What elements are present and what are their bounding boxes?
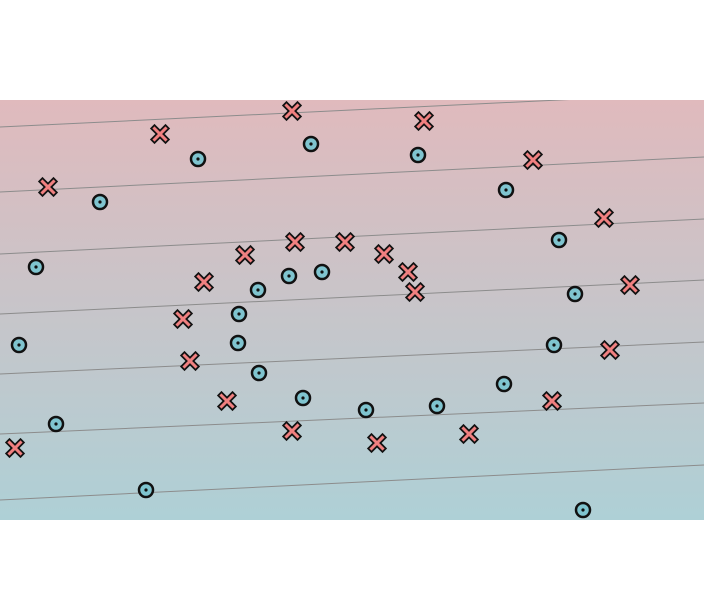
cross-marker <box>397 261 419 283</box>
circle-marker <box>250 364 268 382</box>
cross-marker <box>619 274 641 296</box>
circle-marker <box>229 334 247 352</box>
circle-marker <box>495 375 513 393</box>
cross-marker <box>4 437 26 459</box>
circle-marker <box>566 285 584 303</box>
circle-marker <box>302 135 320 153</box>
cross-marker <box>284 231 306 253</box>
cross-marker <box>334 231 356 253</box>
circle-marker <box>550 231 568 249</box>
cross-marker <box>281 100 303 122</box>
circle-marker <box>249 281 267 299</box>
circle-marker <box>189 150 207 168</box>
circle-marker <box>230 305 248 323</box>
circle-marker <box>313 263 331 281</box>
circle-marker <box>47 415 65 433</box>
circle-marker <box>357 401 375 419</box>
cross-marker <box>458 423 480 445</box>
cross-marker <box>193 271 215 293</box>
circle-marker <box>137 481 155 499</box>
cross-marker <box>541 390 563 412</box>
circle-marker <box>294 389 312 407</box>
circle-marker <box>497 181 515 199</box>
contour-line <box>0 279 704 315</box>
cross-marker <box>373 243 395 265</box>
cross-marker <box>149 123 171 145</box>
cross-marker <box>404 281 426 303</box>
cross-marker <box>281 420 303 442</box>
plot-background <box>0 100 704 520</box>
cross-marker <box>172 308 194 330</box>
cross-marker <box>37 176 59 198</box>
cross-marker <box>413 110 435 132</box>
contour-line <box>0 402 704 435</box>
contour-line <box>0 341 704 375</box>
cross-marker <box>593 207 615 229</box>
circle-marker <box>27 258 45 276</box>
circle-marker <box>409 146 427 164</box>
contour-line <box>0 100 570 128</box>
contour-line <box>0 156 704 193</box>
circle-marker <box>10 336 28 354</box>
cross-marker <box>179 350 201 372</box>
cross-marker <box>366 432 388 454</box>
data-markers <box>4 100 641 519</box>
circle-marker <box>91 193 109 211</box>
circle-marker <box>574 501 592 519</box>
cross-marker <box>522 149 544 171</box>
circle-marker <box>280 267 298 285</box>
cross-marker <box>216 390 238 412</box>
circle-marker <box>545 336 563 354</box>
cross-marker <box>234 244 256 266</box>
circle-marker <box>428 397 446 415</box>
contour-line <box>0 464 704 501</box>
cross-marker <box>599 339 621 361</box>
